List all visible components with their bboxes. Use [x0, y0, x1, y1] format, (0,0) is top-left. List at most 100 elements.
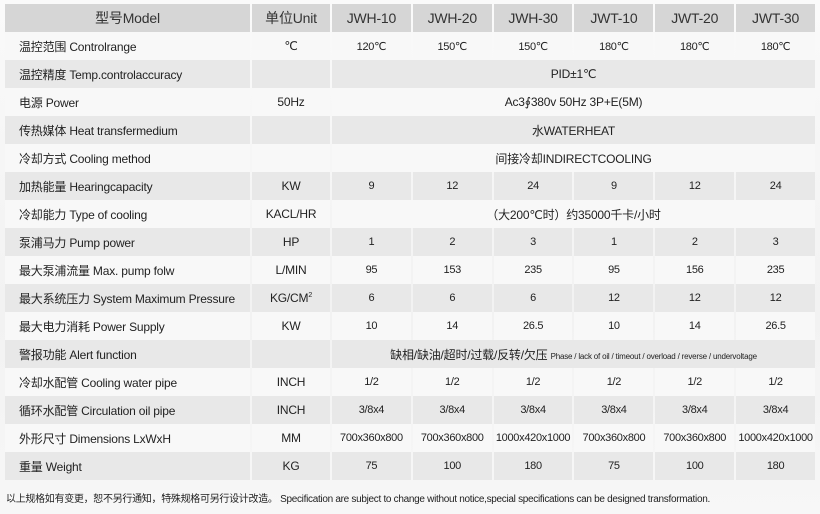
- header-model-name: JWT-20: [655, 4, 735, 32]
- row-value: 1000x420x1000: [493, 424, 573, 452]
- row-value: 10: [332, 312, 411, 340]
- row-value: 3/8x4: [412, 396, 492, 424]
- row-value: 12: [736, 284, 815, 312]
- row-value: 700x360x800: [332, 424, 411, 452]
- footer-note: 以上规格如有变更，恕不另行通知，特殊规格可另行设计改造。 Specificati…: [6, 494, 710, 505]
- row-value: 1/2: [332, 368, 411, 396]
- row-label: 冷却方式 Cooling method: [5, 144, 250, 172]
- spec-table: 型号Model 单位Unit JWH-10 JWH-20 JWH-30 JWT-…: [3, 4, 817, 480]
- row-unit: [252, 144, 330, 172]
- row-value: 2: [655, 228, 735, 256]
- row-value: 3: [493, 228, 573, 256]
- row-value: 14: [412, 312, 492, 340]
- row-value: 100: [412, 452, 492, 480]
- row-value: 12: [655, 172, 735, 200]
- row-value: 1/2: [736, 368, 815, 396]
- row-value: 9: [574, 172, 654, 200]
- row-value: 14: [655, 312, 735, 340]
- row-label: 最大系统压力 System Maximum Pressure: [5, 284, 250, 312]
- table-row: 传热媒体 Heat transfermedium 水WATERHEAT: [5, 116, 815, 144]
- row-label: 温控范围 Controlrange: [5, 32, 250, 60]
- row-unit: [252, 116, 330, 144]
- row-label: 电源 Power: [5, 88, 250, 116]
- row-value: 12: [574, 284, 654, 312]
- row-unit: MM: [252, 424, 330, 452]
- header-model-name: JWT-10: [574, 4, 654, 32]
- row-value: 2: [412, 228, 492, 256]
- row-span-value: 间接冷却INDIRECTCOOLING: [332, 144, 815, 172]
- row-label: 最大电力消耗 Power Supply: [5, 312, 250, 340]
- header-model-name: JWT-30: [736, 4, 815, 32]
- row-value: 1/2: [412, 368, 492, 396]
- header-row: 型号Model 单位Unit JWH-10 JWH-20 JWH-30 JWT-…: [5, 4, 815, 32]
- row-label: 重量 Weight: [5, 452, 250, 480]
- row-value: 153: [412, 256, 492, 284]
- row-value: 100: [655, 452, 735, 480]
- row-unit: [252, 60, 330, 88]
- row-value: 3/8x4: [574, 396, 654, 424]
- row-unit: KG/CM2: [252, 284, 330, 312]
- row-value: 26.5: [493, 312, 573, 340]
- row-label: 加热能量 Hearingcapacity: [5, 172, 250, 200]
- row-value: 12: [655, 284, 735, 312]
- header-model-name: JWH-10: [332, 4, 411, 32]
- row-span-value: Ac3∮380v 50Hz 3P+E(5M): [332, 88, 815, 116]
- table-row: 冷却水配管 Cooling water pipe INCH 1/2 1/2 1/2 1/2…: [5, 368, 815, 396]
- row-unit: HP: [252, 228, 330, 256]
- row-value: 1/2: [493, 368, 573, 396]
- row-value: 75: [332, 452, 411, 480]
- row-value: 700x360x800: [655, 424, 735, 452]
- row-value: 180: [493, 452, 573, 480]
- table-row: 温控范围 Controlrange ℃ 120℃ 150℃ 150℃ 180℃ 180℃ 18…: [5, 32, 815, 60]
- row-unit: INCH: [252, 368, 330, 396]
- row-value: 3/8x4: [332, 396, 411, 424]
- table-row: 重量 Weight KG 75 100 180 75 100 180: [5, 452, 815, 480]
- row-label: 冷却能力 Type of cooling: [5, 200, 250, 228]
- table-row: 最大系统压力 System Maximum Pressure KG/CM2 6 6 6 1…: [5, 284, 815, 312]
- row-value: 235: [736, 256, 815, 284]
- header-model-name: JWH-20: [412, 4, 492, 32]
- table-row: 最大泵浦流量 Max. pump folw L/MIN 95 153 235 95 156 2…: [5, 256, 815, 284]
- row-label: 最大泵浦流量 Max. pump folw: [5, 256, 250, 284]
- row-span-value: （大200℃时）约35000千卡/小时: [332, 200, 815, 228]
- row-value: 3: [736, 228, 815, 256]
- row-value: 9: [332, 172, 411, 200]
- table-row: 泵浦马力 Pump power HP 1 2 3 1 2 3: [5, 228, 815, 256]
- row-value: 700x360x800: [412, 424, 492, 452]
- row-value: 26.5: [736, 312, 815, 340]
- row-label: 传热媒体 Heat transfermedium: [5, 116, 250, 144]
- header-model-name: JWH-30: [493, 4, 573, 32]
- row-value: 700x360x800: [574, 424, 654, 452]
- row-span-value: 缺相/缺油/超时/过载/反转/欠压 Phase / lack of oil / …: [332, 340, 815, 368]
- row-value: 1/2: [574, 368, 654, 396]
- row-value: 12: [412, 172, 492, 200]
- table-row: 温控精度 Temp.controlaccuracy PID±1℃: [5, 60, 815, 88]
- row-unit: [252, 340, 330, 368]
- row-value: 235: [493, 256, 573, 284]
- row-value: 180℃: [736, 32, 815, 60]
- row-unit: ℃: [252, 32, 330, 60]
- header-model: 型号Model: [5, 4, 250, 32]
- row-label: 循环水配管 Circulation oil pipe: [5, 396, 250, 424]
- table-row: 冷却能力 Type of cooling KACL/HR （大200℃时）约3500…: [5, 200, 815, 228]
- row-value: 1/2: [655, 368, 735, 396]
- row-value: 3/8x4: [655, 396, 735, 424]
- row-value: 1000x420x1000: [736, 424, 815, 452]
- row-value: 180: [736, 452, 815, 480]
- table-row: 最大电力消耗 Power Supply KW 10 14 26.5 10 14 26.5: [5, 312, 815, 340]
- span-text: 缺相/缺油/超时/过载/反转/欠压: [390, 347, 548, 362]
- row-value: 24: [493, 172, 573, 200]
- unit-superscript: 2: [308, 292, 313, 299]
- row-value: 75: [574, 452, 654, 480]
- row-value: 3/8x4: [736, 396, 815, 424]
- row-span-value: 水WATERHEAT: [332, 116, 815, 144]
- row-value: 6: [332, 284, 411, 312]
- row-value: 1: [332, 228, 411, 256]
- row-unit: INCH: [252, 396, 330, 424]
- row-value: 150℃: [493, 32, 573, 60]
- row-label: 外形尺寸 Dimensions LxWxH: [5, 424, 250, 452]
- row-label: 泵浦马力 Pump power: [5, 228, 250, 256]
- header-unit: 单位Unit: [252, 4, 330, 32]
- table-row: 加热能量 Hearingcapacity KW 9 12 24 9 12 24: [5, 172, 815, 200]
- table-row: 电源 Power 50Hz Ac3∮380v 50Hz 3P+E(5M): [5, 88, 815, 116]
